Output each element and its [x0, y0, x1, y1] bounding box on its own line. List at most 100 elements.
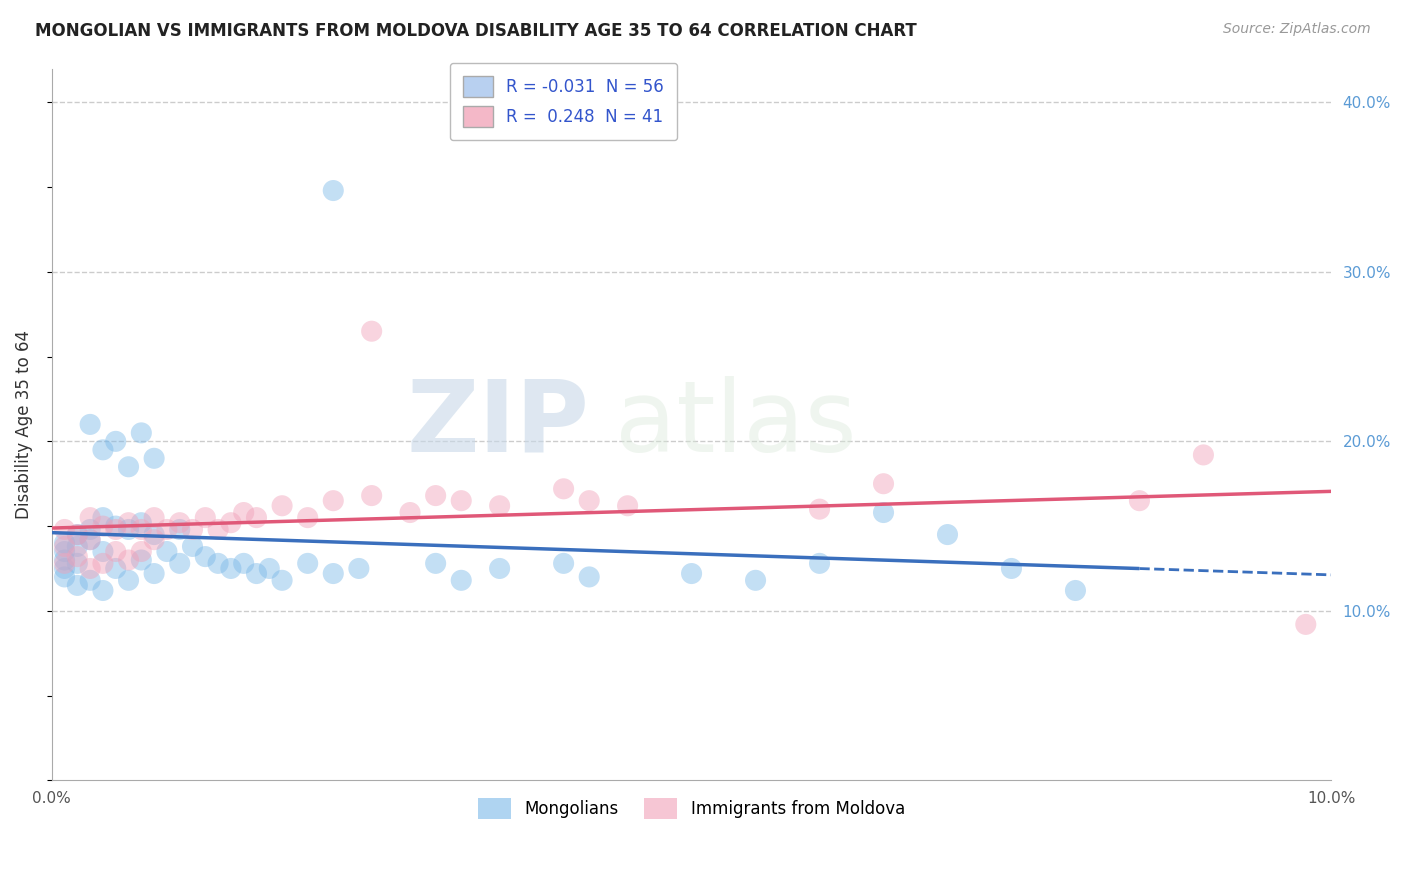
Point	[117, 553, 139, 567]
Point	[131, 544, 153, 558]
Point	[79, 417, 101, 432]
Point	[131, 516, 153, 530]
Point	[194, 510, 217, 524]
Y-axis label: Disability Age 35 to 64: Disability Age 35 to 64	[15, 330, 32, 519]
Point	[488, 499, 510, 513]
Point	[91, 442, 114, 457]
Point	[553, 557, 575, 571]
Point	[66, 549, 89, 564]
Point	[297, 557, 319, 571]
Point	[207, 557, 229, 571]
Point	[399, 506, 422, 520]
Point	[245, 566, 267, 581]
Point	[181, 540, 204, 554]
Point	[347, 561, 370, 575]
Point	[104, 519, 127, 533]
Point	[872, 506, 894, 520]
Point	[232, 506, 254, 520]
Text: atlas: atlas	[614, 376, 856, 473]
Point	[143, 527, 166, 541]
Point	[143, 566, 166, 581]
Point	[53, 544, 76, 558]
Point	[117, 516, 139, 530]
Point	[143, 451, 166, 466]
Point	[322, 493, 344, 508]
Point	[156, 523, 179, 537]
Text: MONGOLIAN VS IMMIGRANTS FROM MOLDOVA DISABILITY AGE 35 TO 64 CORRELATION CHART: MONGOLIAN VS IMMIGRANTS FROM MOLDOVA DIS…	[35, 22, 917, 40]
Legend: Mongolians, Immigrants from Moldova: Mongolians, Immigrants from Moldova	[471, 792, 911, 825]
Point	[681, 566, 703, 581]
Point	[872, 476, 894, 491]
Point	[117, 523, 139, 537]
Point	[578, 493, 600, 508]
Point	[143, 510, 166, 524]
Point	[131, 523, 153, 537]
Point	[117, 574, 139, 588]
Point	[271, 574, 294, 588]
Point	[53, 523, 76, 537]
Text: ZIP: ZIP	[406, 376, 589, 473]
Point	[53, 536, 76, 550]
Point	[322, 184, 344, 198]
Point	[1192, 448, 1215, 462]
Point	[91, 557, 114, 571]
Point	[91, 544, 114, 558]
Point	[131, 425, 153, 440]
Point	[936, 527, 959, 541]
Point	[79, 533, 101, 547]
Point	[1295, 617, 1317, 632]
Point	[53, 561, 76, 575]
Point	[79, 523, 101, 537]
Point	[91, 583, 114, 598]
Point	[808, 502, 831, 516]
Point	[578, 570, 600, 584]
Point	[79, 533, 101, 547]
Point	[259, 561, 281, 575]
Point	[219, 516, 242, 530]
Point	[53, 540, 76, 554]
Point	[66, 578, 89, 592]
Point	[104, 434, 127, 449]
Text: Source: ZipAtlas.com: Source: ZipAtlas.com	[1223, 22, 1371, 37]
Point	[450, 493, 472, 508]
Point	[169, 523, 191, 537]
Point	[169, 557, 191, 571]
Point	[104, 561, 127, 575]
Point	[808, 557, 831, 571]
Point	[322, 566, 344, 581]
Point	[1000, 561, 1022, 575]
Point	[91, 510, 114, 524]
Point	[104, 544, 127, 558]
Point	[181, 523, 204, 537]
Point	[104, 523, 127, 537]
Point	[156, 544, 179, 558]
Point	[207, 523, 229, 537]
Point	[66, 527, 89, 541]
Point	[232, 557, 254, 571]
Point	[66, 557, 89, 571]
Point	[360, 489, 382, 503]
Point	[79, 561, 101, 575]
Point	[1128, 493, 1150, 508]
Point	[117, 459, 139, 474]
Point	[131, 553, 153, 567]
Point	[297, 510, 319, 524]
Point	[271, 499, 294, 513]
Point	[194, 549, 217, 564]
Point	[143, 533, 166, 547]
Point	[66, 540, 89, 554]
Point	[616, 499, 638, 513]
Point	[53, 557, 76, 571]
Point	[450, 574, 472, 588]
Point	[360, 324, 382, 338]
Point	[79, 574, 101, 588]
Point	[66, 527, 89, 541]
Point	[53, 553, 76, 567]
Point	[425, 557, 447, 571]
Point	[245, 510, 267, 524]
Point	[79, 510, 101, 524]
Point	[169, 516, 191, 530]
Point	[553, 482, 575, 496]
Point	[91, 519, 114, 533]
Point	[1064, 583, 1087, 598]
